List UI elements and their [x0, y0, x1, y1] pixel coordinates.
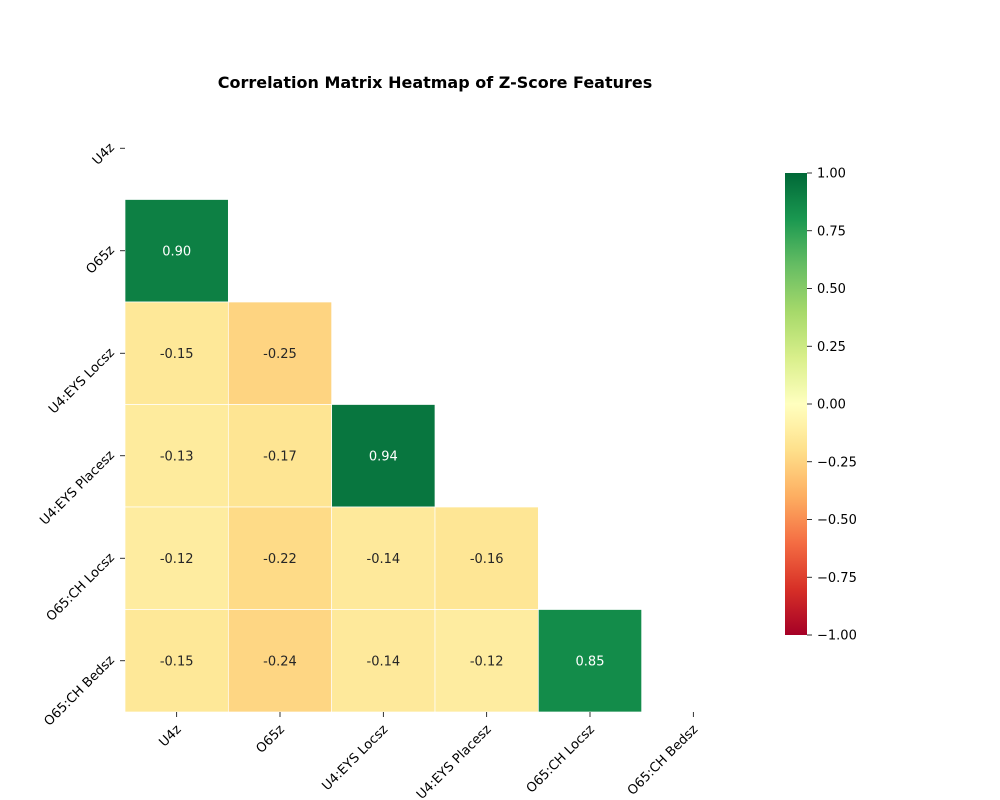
x-tick-label: U4:EYS Placesz — [414, 722, 495, 800]
cell-value-label: -0.13 — [160, 449, 194, 464]
x-tick-label: U4:EYS Locsz — [319, 722, 391, 794]
cell-value-label: -0.14 — [367, 654, 401, 669]
colorbar-ticks: 1.00 0.75 0.50 0.25 0.00 −0.25 −0.50 −0.75 −1.00 — [807, 167, 857, 644]
heatmap-cell — [434, 609, 539, 713]
cell-value-label: -0.15 — [160, 654, 194, 669]
heatmap-cell — [227, 301, 333, 405]
cell-value-label: -0.16 — [470, 552, 504, 567]
heatmap-cell — [434, 506, 539, 610]
y-axis: U4z O65z U4:EYS Locsz U4:EYS Placesz O65:CH … — [37, 140, 125, 729]
chart-title: Correlation Matrix Heatmap of Z-Score Fe… — [218, 73, 653, 92]
heatmap-cell — [227, 609, 333, 713]
cell-value-label: -0.12 — [470, 654, 504, 669]
colorbar-tick-label: 0.75 — [817, 224, 846, 239]
cell-value-label: -0.22 — [263, 552, 297, 567]
y-tick-label: O65:CH Bedsz — [42, 653, 118, 729]
colorbar-tick-label: 0.25 — [817, 340, 846, 355]
heatmap-cell — [227, 506, 333, 610]
cell-value-label: 0.85 — [576, 654, 605, 669]
colorbar-tick-label: 0.50 — [817, 282, 846, 297]
x-tick-label: O65:CH Locsz — [524, 722, 598, 796]
x-tick-label: O65z — [253, 722, 287, 756]
x-tick-label: O65:CH Bedsz — [625, 722, 701, 798]
heatmap-cell — [227, 404, 333, 508]
colorbar-gradient — [785, 173, 807, 635]
cell-value-label: -0.15 — [160, 347, 194, 362]
cell-value-label: 0.90 — [162, 244, 191, 259]
heatmap-cell — [124, 404, 229, 508]
heatmap-cell — [331, 404, 436, 508]
colorbar-tick-label: −0.50 — [817, 513, 857, 528]
heatmap-cell — [124, 506, 229, 610]
y-tick-label: O65:CH Locsz — [44, 550, 118, 624]
y-tick-label: U4z — [90, 140, 118, 168]
x-axis: U4z O65z U4:EYS Locsz U4:EYS Placesz O65:CH … — [156, 712, 701, 800]
heatmap-cell — [124, 199, 229, 303]
cell-value-label: -0.14 — [367, 552, 401, 567]
colorbar-tick-label: 0.00 — [817, 398, 846, 413]
cell-value-label: -0.25 — [263, 347, 297, 362]
colorbar-tick-label: −0.75 — [817, 571, 857, 586]
cell-value-label: -0.24 — [263, 654, 297, 669]
cell-value-label: -0.12 — [160, 552, 194, 567]
y-tick-label: U4:EYS Locsz — [46, 345, 118, 417]
colorbar: 1.00 0.75 0.50 0.25 0.00 −0.25 −0.50 −0.75 −1.00 — [785, 167, 857, 644]
y-tick-label: O65z — [83, 243, 117, 277]
heatmap-cell — [331, 609, 436, 713]
cell-value-label: 0.94 — [369, 449, 398, 464]
colorbar-tick-label: 1.00 — [817, 167, 846, 182]
colorbar-tick-label: −0.25 — [817, 455, 857, 470]
y-tick-label: U4:EYS Placesz — [37, 448, 118, 529]
heatmap-cells: 0.90 -0.15 -0.25 -0.13 -0.17 0.94 -0.12 -0.22 -0… — [124, 199, 643, 713]
cell-value-label: -0.17 — [263, 449, 297, 464]
heatmap-cell — [537, 609, 643, 713]
heatmap-cell — [124, 301, 229, 405]
x-tick-label: U4z — [156, 722, 184, 750]
colorbar-tick-label: −1.00 — [817, 629, 857, 644]
